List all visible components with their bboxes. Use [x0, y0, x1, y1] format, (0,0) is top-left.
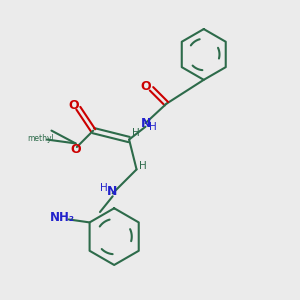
- Text: methyl: methyl: [28, 134, 54, 142]
- Text: NH₂: NH₂: [50, 212, 75, 224]
- Text: H: H: [149, 122, 157, 132]
- Text: N: N: [141, 117, 151, 130]
- Text: N: N: [107, 185, 117, 198]
- Text: H: H: [100, 183, 108, 193]
- Text: H: H: [139, 161, 147, 171]
- Text: H: H: [132, 128, 140, 138]
- Text: O: O: [68, 99, 79, 112]
- Text: O: O: [141, 80, 152, 93]
- Text: O: O: [70, 143, 81, 156]
